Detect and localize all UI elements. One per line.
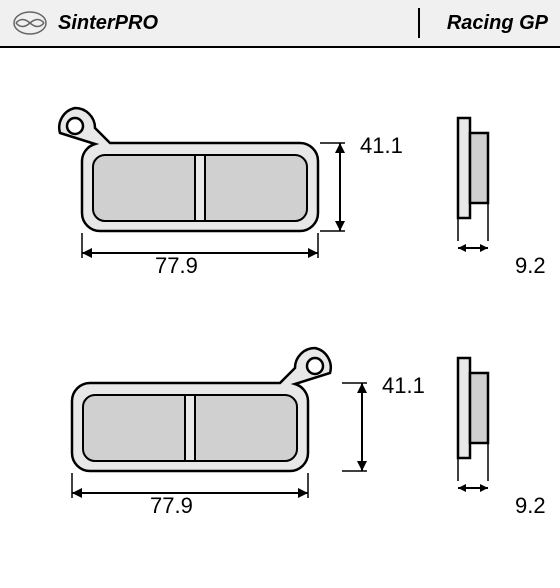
header-bar: SinterPRO Racing GP xyxy=(0,0,560,48)
dim-height-label-2: 41.1 xyxy=(382,373,425,399)
brand-name: SinterPRO xyxy=(58,12,158,35)
dim-thickness-2 xyxy=(445,478,505,508)
dim-width-2 xyxy=(55,473,335,523)
dim-height-1 xyxy=(320,103,355,243)
header-divider xyxy=(418,8,420,38)
brake-pad-front-1 xyxy=(55,103,335,253)
pad-row-1: 41.1 77.9 9.2 xyxy=(20,78,540,308)
dim-thickness-1 xyxy=(445,238,505,268)
brake-pad-side-2 xyxy=(450,353,500,483)
dim-height-label-1: 41.1 xyxy=(360,133,403,159)
dim-height-2 xyxy=(342,343,377,483)
product-name: Racing GP xyxy=(447,12,548,35)
pad-row-2: 41.1 77.9 9.2 xyxy=(20,318,540,548)
dim-width-label-2: 77.9 xyxy=(150,493,193,519)
brand-logo-icon xyxy=(12,10,48,36)
brake-pad-front-2 xyxy=(55,343,335,493)
dim-thickness-label-1: 9.2 xyxy=(515,253,546,279)
brake-pad-side-1 xyxy=(450,113,500,243)
dim-width-label-1: 77.9 xyxy=(155,253,198,279)
diagram-content: 41.1 77.9 9.2 xyxy=(0,48,560,588)
dim-thickness-label-2: 9.2 xyxy=(515,493,546,519)
